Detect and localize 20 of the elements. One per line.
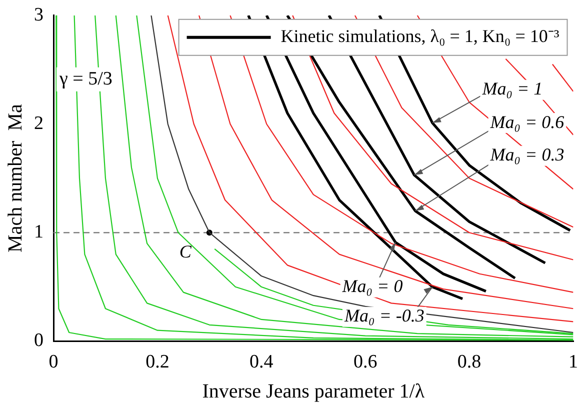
x-tick-label: 0.8: [457, 352, 482, 373]
y-tick-label: 0: [34, 330, 44, 352]
x-tick-label: 0.2: [146, 352, 170, 373]
x-tick-label: 1: [568, 352, 578, 373]
legend-label: Kinetic simulations, λ₀ = 1, Kn₀ = 10⁻³: [280, 26, 560, 46]
annotation: Ma₀ = 0: [341, 276, 403, 296]
y-tick-label: 2: [34, 112, 44, 134]
y-tick-label: 3: [34, 4, 44, 26]
x-tick-label: 0.4: [250, 352, 274, 373]
annotation: Ma₀ = 0.3: [489, 144, 564, 165]
x-tick-label: 0: [48, 352, 58, 373]
annotation: Ma₀ = -0.3: [343, 306, 424, 326]
annotation: Ma₀ = 0.6: [489, 112, 564, 132]
x-axis-title: Inverse Jeans parameter 1/λ: [202, 380, 425, 402]
y-axis-title: Mach number Ma: [4, 104, 26, 252]
annotation: γ = 5/3: [58, 68, 112, 90]
annotation: Ma₀ = 1: [481, 78, 543, 99]
annotation: C: [179, 241, 192, 262]
y-tick-label: 1: [34, 222, 44, 243]
x-tick-label: 0.6: [353, 352, 378, 373]
